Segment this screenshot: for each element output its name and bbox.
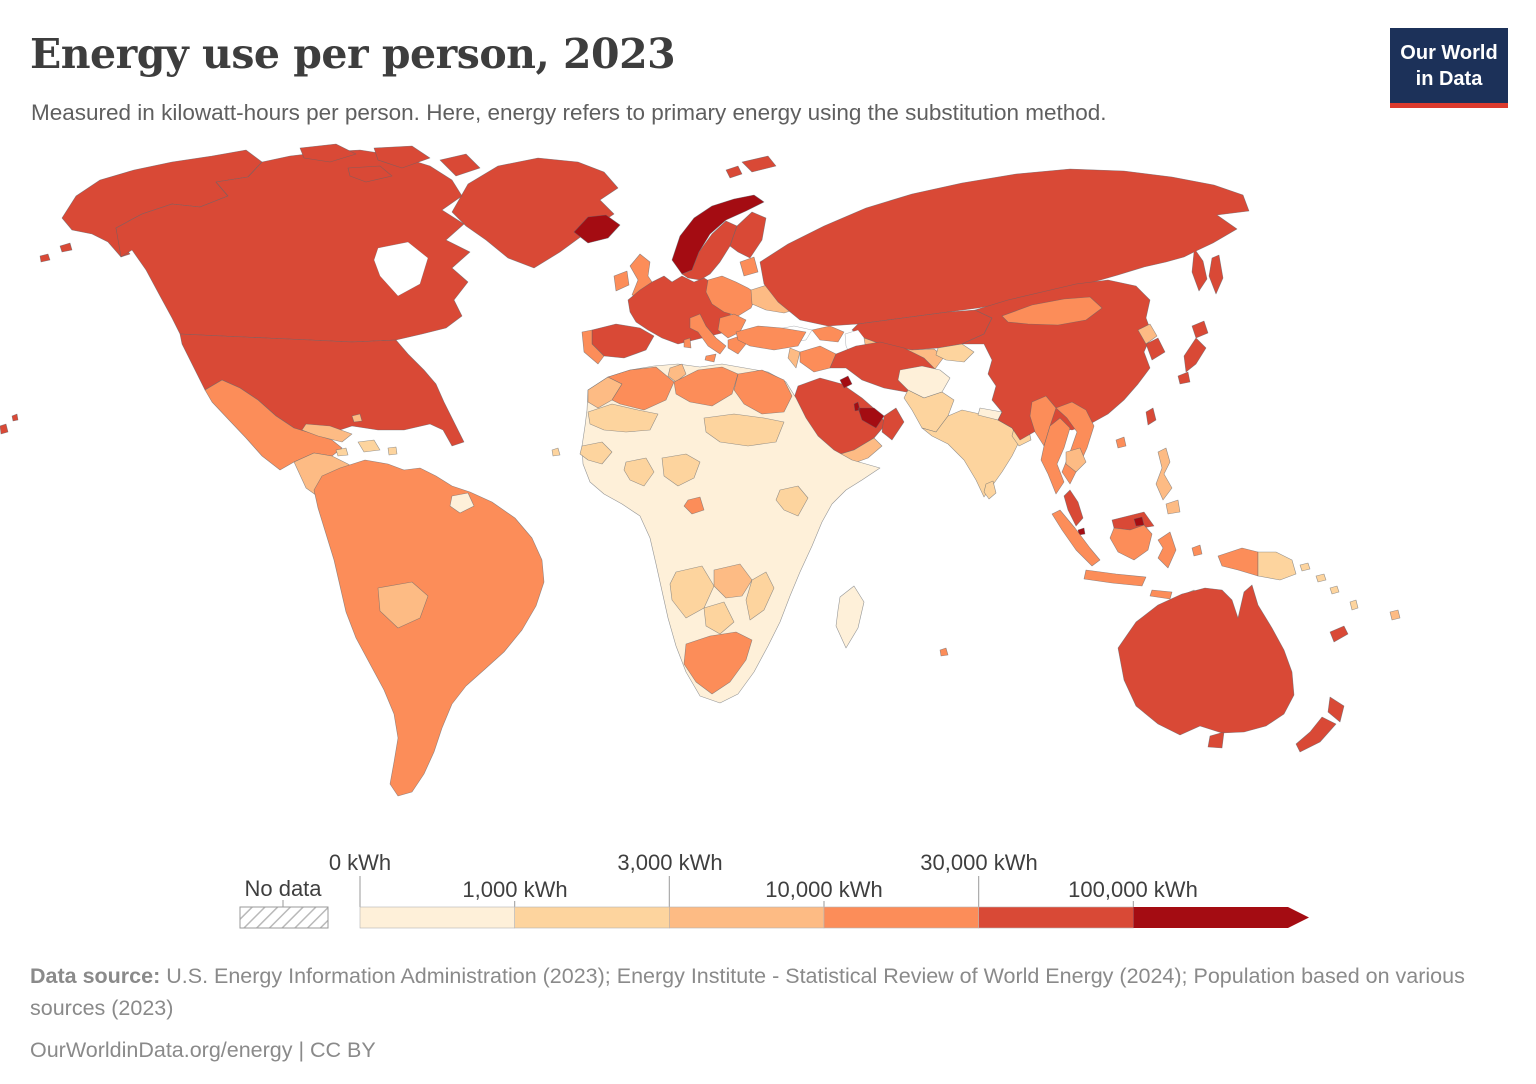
legend-band-100000-plus[interactable] xyxy=(1133,907,1309,928)
legend-band-0-1000[interactable] xyxy=(359,906,515,929)
sakhalin[interactable] xyxy=(1208,254,1224,295)
country-mauritius[interactable] xyxy=(939,647,949,657)
country-ireland[interactable] xyxy=(613,270,630,292)
country-oman[interactable] xyxy=(881,407,905,441)
country-cuba[interactable] xyxy=(301,423,353,443)
sudan-chad[interactable] xyxy=(703,413,785,447)
owid-logo-line1: Our World xyxy=(1400,42,1498,64)
hispaniola[interactable] xyxy=(357,439,381,453)
legend-tick-3: 10,000 kWh xyxy=(765,877,882,902)
legend-tick-0: 0 kWh xyxy=(329,850,391,875)
legend-tick-1: 1,000 kWh xyxy=(462,877,567,902)
aleutian-islands[interactable] xyxy=(39,242,73,263)
uae-and-qatar[interactable] xyxy=(853,401,885,429)
owid-logo-red-bar xyxy=(1390,103,1508,108)
data-source-text: U.S. Energy Information Administration (… xyxy=(30,964,1465,1021)
country-botswana[interactable] xyxy=(703,601,735,635)
country-turkey[interactable] xyxy=(735,325,807,351)
country-new-zealand[interactable] xyxy=(1295,696,1345,753)
data-source-label: Data source: xyxy=(30,964,161,988)
papua-new-guinea[interactable] xyxy=(1257,551,1297,581)
mauritania-mali[interactable] xyxy=(587,403,659,433)
country-mozambique[interactable] xyxy=(745,571,775,621)
country-gabon[interactable] xyxy=(683,496,705,515)
world-choropleth-map xyxy=(0,143,1401,797)
country-indonesia[interactable] xyxy=(1051,509,1203,600)
country-india[interactable] xyxy=(921,409,1021,498)
country-north-korea[interactable] xyxy=(1137,323,1158,345)
svalbard[interactable] xyxy=(725,155,777,179)
country-libya[interactable] xyxy=(673,366,739,407)
country-brunei[interactable] xyxy=(1133,516,1145,527)
cape-verde[interactable] xyxy=(551,447,561,457)
country-kuwait[interactable] xyxy=(839,375,853,389)
hawaii[interactable] xyxy=(0,413,19,435)
country-algeria[interactable] xyxy=(607,366,675,411)
country-tunisia[interactable] xyxy=(667,363,687,383)
legend-no-data-swatch[interactable] xyxy=(239,906,329,929)
legend-band-3000-10000[interactable] xyxy=(668,906,825,929)
tasmania[interactable] xyxy=(1207,731,1225,749)
country-sri-lanka[interactable] xyxy=(983,480,997,500)
page-title: Energy use per person, 2023 xyxy=(30,30,676,78)
canadian-arctic-islands[interactable] xyxy=(299,143,481,183)
country-madagascar[interactable] xyxy=(835,585,865,649)
country-italy[interactable] xyxy=(683,313,727,363)
hainan[interactable] xyxy=(1115,436,1127,449)
legend-band-10000-30000[interactable] xyxy=(823,906,979,929)
country-mongolia[interactable] xyxy=(1001,296,1103,326)
country-greenland[interactable] xyxy=(451,157,619,269)
country-south-korea[interactable] xyxy=(1145,337,1166,361)
bahamas[interactable] xyxy=(351,413,363,423)
chart-subtitle: Measured in kilowatt-hours per person. H… xyxy=(31,100,1107,125)
data-source-line: Data source: U.S. Energy Information Adm… xyxy=(30,960,1470,1025)
country-finland[interactable] xyxy=(729,211,767,259)
legend-band-30000-100000[interactable] xyxy=(978,906,1134,929)
east-africa[interactable] xyxy=(775,485,809,517)
caucasus[interactable] xyxy=(811,325,845,343)
south-america[interactable] xyxy=(313,459,545,797)
levant[interactable] xyxy=(787,347,801,369)
country-fiji[interactable] xyxy=(1389,609,1401,621)
eastern-europe[interactable] xyxy=(705,275,758,317)
legend-tick-5: 100,000 kWh xyxy=(1068,877,1198,902)
french-guiana[interactable] xyxy=(449,492,475,514)
legend-band-1000-3000[interactable] xyxy=(514,906,670,929)
country-cambodia[interactable] xyxy=(1065,447,1087,473)
country-portugal[interactable] xyxy=(581,329,605,365)
country-iceland[interactable] xyxy=(573,214,621,244)
angola-namibia[interactable] xyxy=(669,565,715,619)
senegal-guinea[interactable] xyxy=(579,441,613,465)
vanuatu[interactable] xyxy=(1349,599,1359,611)
country-thailand[interactable] xyxy=(1040,417,1071,495)
zambia-zimbabwe[interactable] xyxy=(713,563,753,599)
new-guinea-west[interactable] xyxy=(1217,547,1259,577)
country-south-africa[interactable] xyxy=(683,631,753,695)
legend-no-data-label: No data xyxy=(244,876,322,901)
license-line[interactable]: OurWorldinData.org/energy | CC BY xyxy=(30,1037,376,1062)
country-australia[interactable] xyxy=(1117,584,1295,736)
owid-logo-line2: in Data xyxy=(1415,68,1483,90)
hudson-bay xyxy=(373,241,429,297)
map-legend: No data 0 kWh 1,000 kWh 3,000 kWh 10,000… xyxy=(239,850,1309,929)
chart-footer: Data source: U.S. Energy Information Adm… xyxy=(30,960,1470,1066)
africa-base[interactable] xyxy=(581,363,881,704)
owid-logo[interactable]: Our World in Data xyxy=(1390,28,1508,108)
legend-tick-4: 30,000 kWh xyxy=(920,850,1037,875)
new-caledonia[interactable] xyxy=(1329,625,1349,643)
country-taiwan[interactable] xyxy=(1145,407,1157,426)
solomon-islands[interactable] xyxy=(1299,562,1340,595)
puerto-rico[interactable] xyxy=(387,446,398,456)
country-philippines[interactable] xyxy=(1155,447,1181,515)
country-jamaica[interactable] xyxy=(335,447,349,457)
country-bolivia[interactable] xyxy=(377,581,429,629)
owid-logo-box: Our World in Data xyxy=(1390,28,1508,103)
country-japan[interactable] xyxy=(1177,320,1209,385)
vietnam-laos[interactable] xyxy=(1055,401,1095,485)
baltic-states[interactable] xyxy=(739,256,759,277)
country-egypt[interactable] xyxy=(733,369,793,415)
legend-tick-2: 3,000 kWh xyxy=(617,850,722,875)
nigeria-ghana[interactable] xyxy=(623,453,701,487)
